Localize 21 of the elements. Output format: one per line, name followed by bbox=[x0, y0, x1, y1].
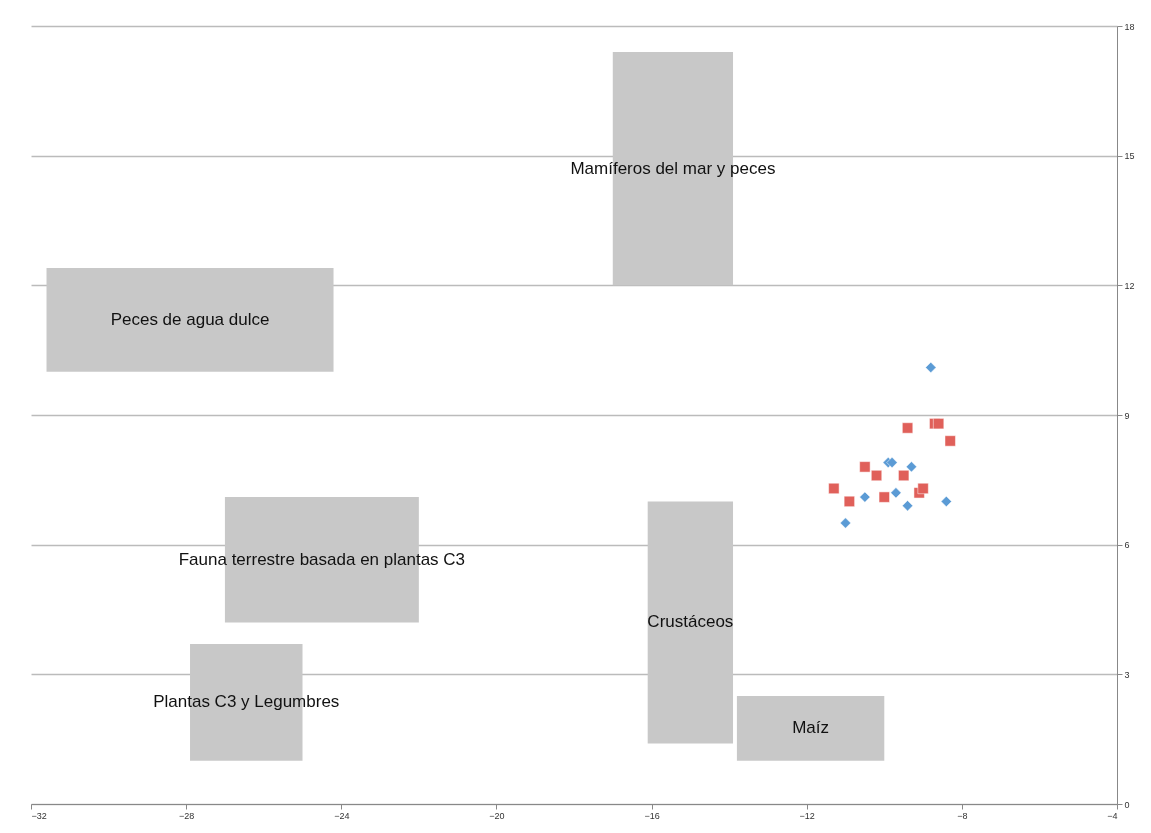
y-tick-label: 6 bbox=[1124, 540, 1130, 551]
y-tick-label: 3 bbox=[1124, 669, 1130, 680]
x-tick-label: −20 bbox=[489, 810, 505, 821]
annotation: Maíz bbox=[792, 718, 830, 738]
x-tick-label: −28 bbox=[179, 810, 195, 821]
annotation: Crustáceos bbox=[647, 612, 734, 632]
annotation: Peces de agua dulce bbox=[110, 309, 270, 329]
x-tick-label: −8 bbox=[957, 810, 968, 821]
annotation: Fauna terrestre basada en plantas C3 bbox=[178, 549, 466, 569]
x-tick-label: −16 bbox=[644, 810, 660, 821]
y-tick-label: 0 bbox=[1124, 799, 1130, 810]
y-tick-label: 18 bbox=[1124, 21, 1135, 32]
y-tick-label: 15 bbox=[1124, 151, 1135, 162]
annotation: Mamíferos del mar y peces bbox=[570, 158, 776, 178]
y-tick-label: 12 bbox=[1124, 280, 1135, 291]
x-tick-label: −4 bbox=[1107, 810, 1118, 821]
x-tick-label: −12 bbox=[799, 810, 815, 821]
x-tick-label: −24 bbox=[334, 810, 350, 821]
x-tick-label: −32 bbox=[31, 810, 47, 821]
y-tick-label: 9 bbox=[1124, 410, 1130, 421]
annotation: Plantas C3 y Legumbres bbox=[153, 692, 340, 712]
